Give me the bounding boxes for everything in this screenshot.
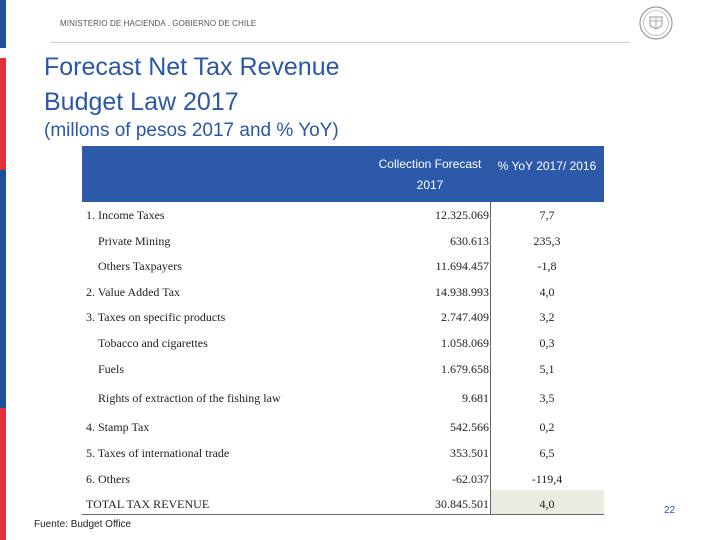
row-value: 11.694.457 — [435, 259, 489, 273]
row-value: -62.037 — [452, 472, 489, 486]
row-pct: 4,0 — [539, 497, 555, 511]
row-label: 4. Stamp Tax — [86, 420, 150, 434]
table-row: Private Mining 630.613 235,3 — [0, 234, 720, 254]
row-label: Tobacco and cigarettes — [98, 336, 208, 350]
row-label: 3. Taxes on specific products — [86, 310, 226, 324]
row-label: 6. Others — [86, 472, 130, 486]
row-value: 14.938.993 — [435, 285, 489, 299]
table-row-total: TOTAL TAX REVENUE 30.845.501 4,0 — [0, 497, 720, 517]
row-pct: 3,5 — [539, 391, 555, 405]
table-row: 6. Others -62.037 -119,4 — [0, 472, 720, 492]
row-value: 353.501 — [450, 446, 489, 460]
column-divider — [490, 202, 491, 514]
row-label: Rights of extraction of the fishing law — [98, 391, 281, 405]
row-value: 542.566 — [450, 420, 489, 434]
row-value: 630.613 — [450, 234, 489, 248]
title-line-2: Budget Law 2017 — [44, 88, 239, 116]
ministry-header: MINISTERIO DE HACIENDA . GOBIERNO DE CHI… — [60, 19, 257, 28]
row-pct: 235,3 — [533, 234, 561, 248]
table-bottom-rule — [82, 514, 604, 515]
table-row: Others Taxpayers 11.694.457 -1,8 — [0, 259, 720, 279]
row-label: 2. Value Added Tax — [86, 285, 181, 299]
source-note: Fuente: Budget Office — [34, 519, 132, 530]
ministry-seal-icon — [639, 6, 673, 40]
edge-accent-blue-top — [0, 0, 6, 48]
row-pct: 5,1 — [539, 362, 555, 376]
page-title: Forecast Net Tax Revenue Budget Law 2017 — [44, 50, 340, 120]
table-row: Rights of extraction of the fishing law … — [0, 391, 720, 411]
row-pct: 3,2 — [539, 310, 555, 324]
table-header — [82, 146, 604, 202]
row-value: 9.681 — [462, 391, 489, 405]
row-pct: 0,3 — [539, 336, 555, 350]
header-divider — [50, 42, 630, 43]
title-line-1: Forecast Net Tax Revenue — [44, 53, 340, 81]
row-pct: 0,2 — [539, 420, 555, 434]
row-label: Fuels — [98, 362, 125, 376]
row-label: 1. Income Taxes — [86, 208, 165, 222]
row-pct: -119,4 — [531, 472, 563, 486]
row-label: Others Taxpayers — [98, 259, 182, 273]
row-value: 12.325.069 — [435, 208, 489, 222]
row-label: 5. Taxes of international trade — [86, 446, 230, 460]
table-row: 1. Income Taxes 12.325.069 7,7 — [0, 208, 720, 228]
row-pct: 7,7 — [539, 208, 555, 222]
page-number: 22 — [664, 505, 676, 516]
table-row: Fuels 1.679.658 5,1 — [0, 362, 720, 382]
edge-accent-red-top — [0, 58, 6, 170]
edge-accent-blue-middle — [0, 170, 6, 408]
page-subtitle: (millons of pesos 2017 and % YoY) — [44, 120, 339, 141]
table-row: Tobacco and cigarettes 1.058.069 0,3 — [0, 336, 720, 356]
row-pct: 6,5 — [539, 446, 555, 460]
table-row: 4. Stamp Tax 542.566 0,2 — [0, 420, 720, 440]
row-value: 1.679.658 — [441, 362, 489, 376]
row-value: 1.058.069 — [441, 336, 489, 350]
column-header-yoy: % YoY 2017/ 2016 — [497, 159, 597, 173]
row-value: 30.845.501 — [435, 497, 489, 511]
row-value: 2.747.409 — [441, 310, 489, 324]
total-row-highlight — [490, 490, 604, 514]
table-row: 5. Taxes of international trade 353.501 … — [0, 446, 720, 466]
table-row: 2. Value Added Tax 14.938.993 4,0 — [0, 285, 720, 305]
row-pct: 4,0 — [539, 285, 555, 299]
table-row: 3. Taxes on specific products 2.747.409 … — [0, 310, 720, 330]
edge-accent-red-bottom — [0, 408, 6, 540]
column-header-collection: Collection Forecast 2017 — [378, 157, 482, 192]
row-label: TOTAL TAX REVENUE — [86, 497, 210, 511]
row-label: Private Mining — [98, 234, 171, 248]
row-pct: -1,8 — [537, 259, 557, 273]
